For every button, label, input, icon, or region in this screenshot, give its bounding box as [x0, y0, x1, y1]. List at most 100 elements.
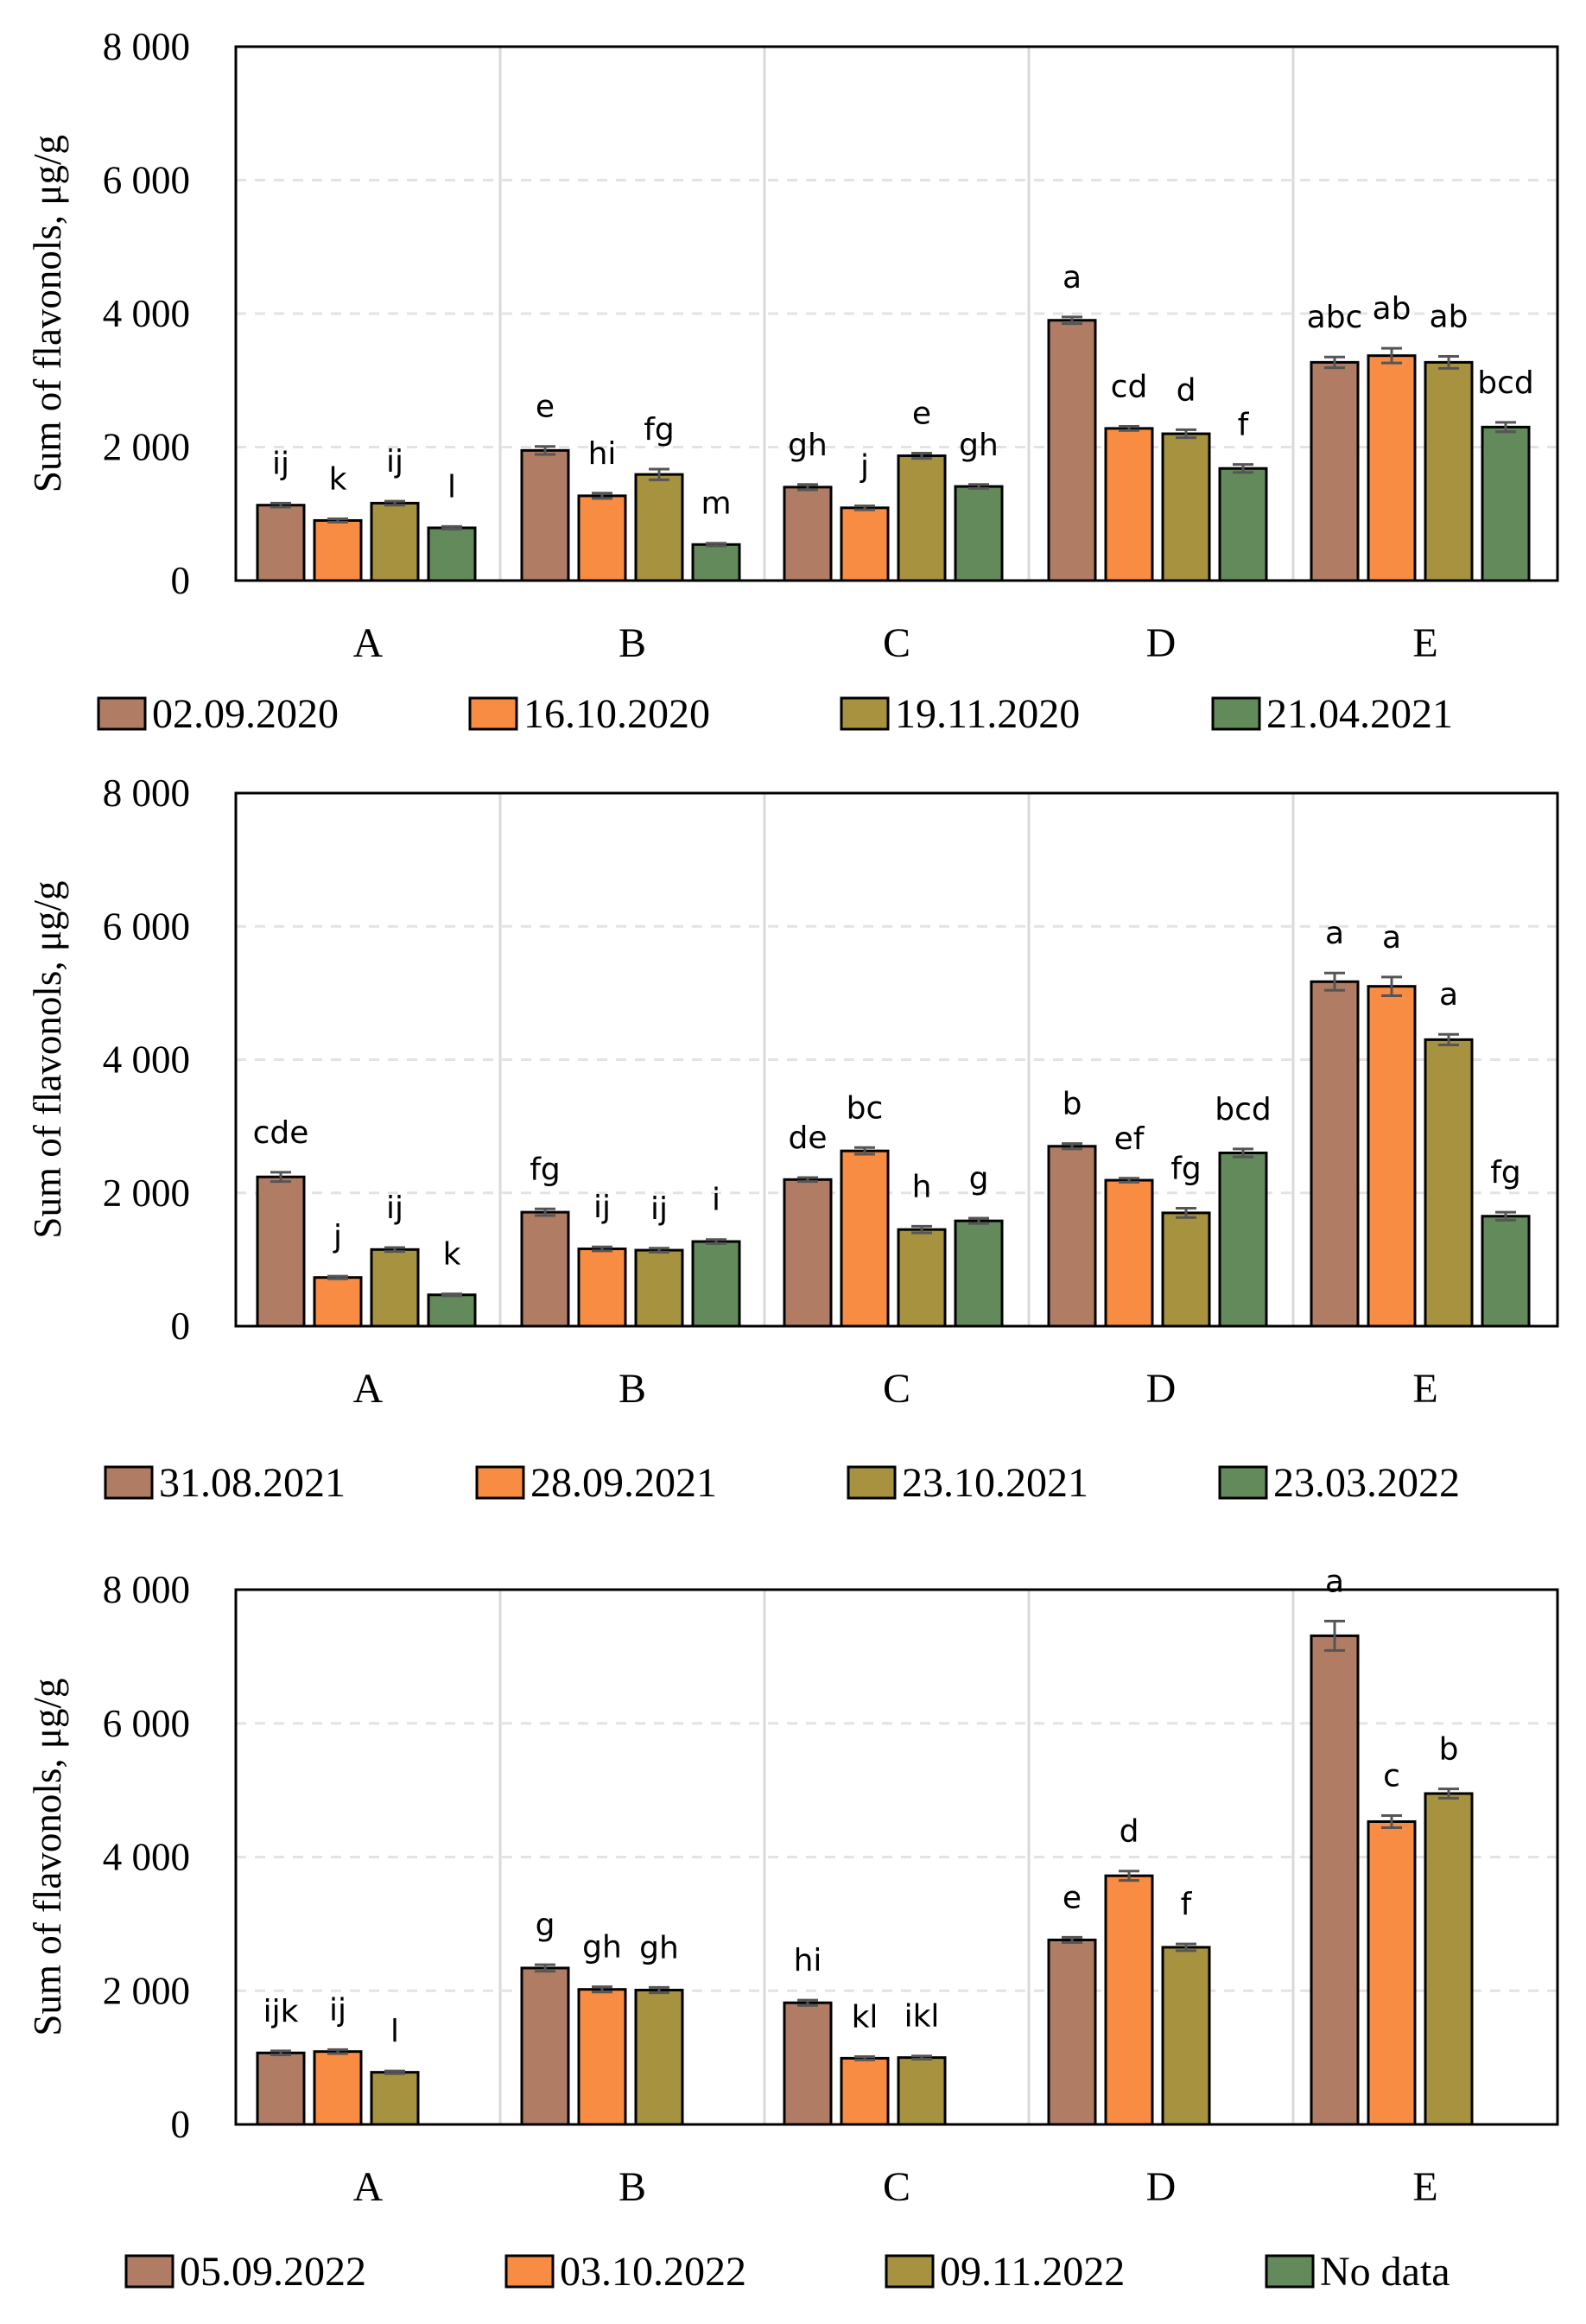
significance-letter: cde	[253, 1115, 309, 1151]
significance-letter: d	[1120, 1814, 1139, 1850]
significance-letter: b	[1063, 1087, 1082, 1122]
chart-panel-3: 0 2 000 4 000 6 000 8 000 Sum of flavonols, μ…	[26, 1564, 1559, 2295]
bar	[840, 506, 890, 582]
bar	[897, 454, 947, 582]
significance-letter: l	[390, 2014, 399, 2049]
bar	[427, 1293, 477, 1328]
significance-letter: b	[1439, 1732, 1459, 1768]
significance-letter: a	[1063, 260, 1082, 295]
bar	[783, 2001, 833, 2126]
plot-frame	[234, 45, 1559, 582]
bar	[1310, 980, 1360, 1328]
bar	[1161, 432, 1211, 582]
legend-label: 21.04.2021	[1266, 691, 1453, 737]
bar	[954, 485, 1004, 582]
legend-label: 16.10.2020	[523, 691, 710, 737]
significance-letter: ij	[386, 444, 403, 479]
bar	[1047, 1145, 1097, 1328]
y-tick-label: 0	[171, 2103, 191, 2146]
significance-letter: bcd	[1215, 1092, 1272, 1127]
bar	[520, 448, 570, 582]
bar	[1104, 1874, 1154, 2126]
y-axis-label: Sum of flavonols, μg/g	[26, 880, 69, 1238]
y-tick-label: 6 000	[103, 905, 190, 948]
significance-letter: a	[1439, 977, 1458, 1013]
significance-letter: d	[1177, 372, 1196, 408]
legend-label: 05.09.2022	[180, 2249, 366, 2295]
bar	[1310, 1634, 1360, 2126]
bar	[577, 494, 627, 582]
significance-letter: bc	[847, 1090, 884, 1126]
x-tick-label: C	[883, 2164, 910, 2210]
significance-letter: a	[1325, 1564, 1344, 1599]
bar	[1047, 1938, 1097, 2126]
bar	[1047, 319, 1097, 582]
bar	[520, 1210, 570, 1328]
bar	[256, 1175, 306, 1328]
legend-label: 19.11.2020	[895, 691, 1080, 737]
significance-letter: e	[1063, 1880, 1082, 1915]
bar	[1218, 467, 1268, 582]
legend-label: 02.09.2020	[152, 691, 339, 737]
significance-letter: abc	[1307, 300, 1363, 335]
bar	[370, 501, 420, 582]
x-tick-label: D	[1146, 620, 1177, 666]
bar	[1424, 360, 1474, 582]
legend-label: 09.11.2022	[940, 2249, 1125, 2295]
significance-letter: bcd	[1477, 365, 1534, 401]
bar	[634, 1248, 684, 1328]
y-tick-label: 0	[171, 559, 191, 602]
legend-swatch	[468, 696, 518, 731]
significance-letter: j	[860, 448, 869, 484]
legend-swatch	[840, 696, 890, 731]
bar	[1218, 1151, 1268, 1328]
x-tick-label: B	[619, 1366, 646, 1412]
y-axis-label: Sum of flavonols, μg/g	[26, 135, 69, 492]
significance-letter: f	[1181, 1887, 1193, 1922]
significance-letter: gh	[582, 1930, 622, 1965]
significance-letter: k	[329, 462, 347, 498]
x-tick-label: E	[1412, 620, 1437, 666]
bar	[1310, 360, 1360, 582]
bar	[783, 1178, 833, 1328]
bar	[634, 1988, 684, 2126]
significance-letter: fg	[644, 412, 675, 448]
legend-swatch	[124, 2254, 174, 2289]
x-tick-label: D	[1146, 2164, 1177, 2210]
bar	[954, 1219, 1004, 1328]
bar	[370, 1248, 420, 1328]
significance-letter: h	[912, 1169, 932, 1204]
x-tick-label: A	[353, 1366, 384, 1412]
significance-letter: k	[443, 1237, 461, 1273]
legend-swatch	[104, 1465, 154, 1500]
y-tick-label: 4 000	[103, 292, 190, 335]
plot-frame	[234, 791, 1559, 1328]
bar	[840, 2056, 890, 2126]
y-tick-label: 4 000	[103, 1038, 190, 1082]
significance-letter: ij	[593, 1190, 611, 1225]
bar	[1161, 1211, 1211, 1328]
chart-panel-2: 0 2 000 4 000 6 000 8 000 Sum of flavonols, μ…	[26, 771, 1559, 1506]
significance-letter: ab	[1430, 299, 1469, 334]
y-tick-label: 2 000	[103, 1172, 190, 1215]
significance-letter: m	[701, 486, 731, 522]
y-tick-label: 6 000	[103, 159, 190, 202]
legend-label: 03.10.2022	[560, 2249, 746, 2295]
y-tick-label: 2 000	[103, 426, 190, 469]
bar	[1104, 427, 1154, 582]
chart-panel-1: 0 2 000 4 000 6 000 8 000 Sum of flavonols, μ…	[26, 25, 1559, 737]
significance-letter: f	[1238, 408, 1250, 443]
significance-letter: cd	[1111, 370, 1148, 405]
legend-swatch	[1265, 2254, 1315, 2289]
bar	[577, 1248, 627, 1328]
bar	[840, 1149, 890, 1328]
significance-letter: i	[712, 1183, 720, 1218]
significance-letter: ij	[386, 1191, 403, 1226]
bar	[691, 1240, 741, 1328]
x-tick-label: A	[353, 620, 384, 666]
y-axis-label: Sum of flavonols, μg/g	[26, 1678, 69, 2035]
significance-letter: gh	[959, 428, 999, 463]
x-tick-label: E	[1412, 1366, 1437, 1412]
significance-letter: hi	[794, 1943, 822, 1978]
